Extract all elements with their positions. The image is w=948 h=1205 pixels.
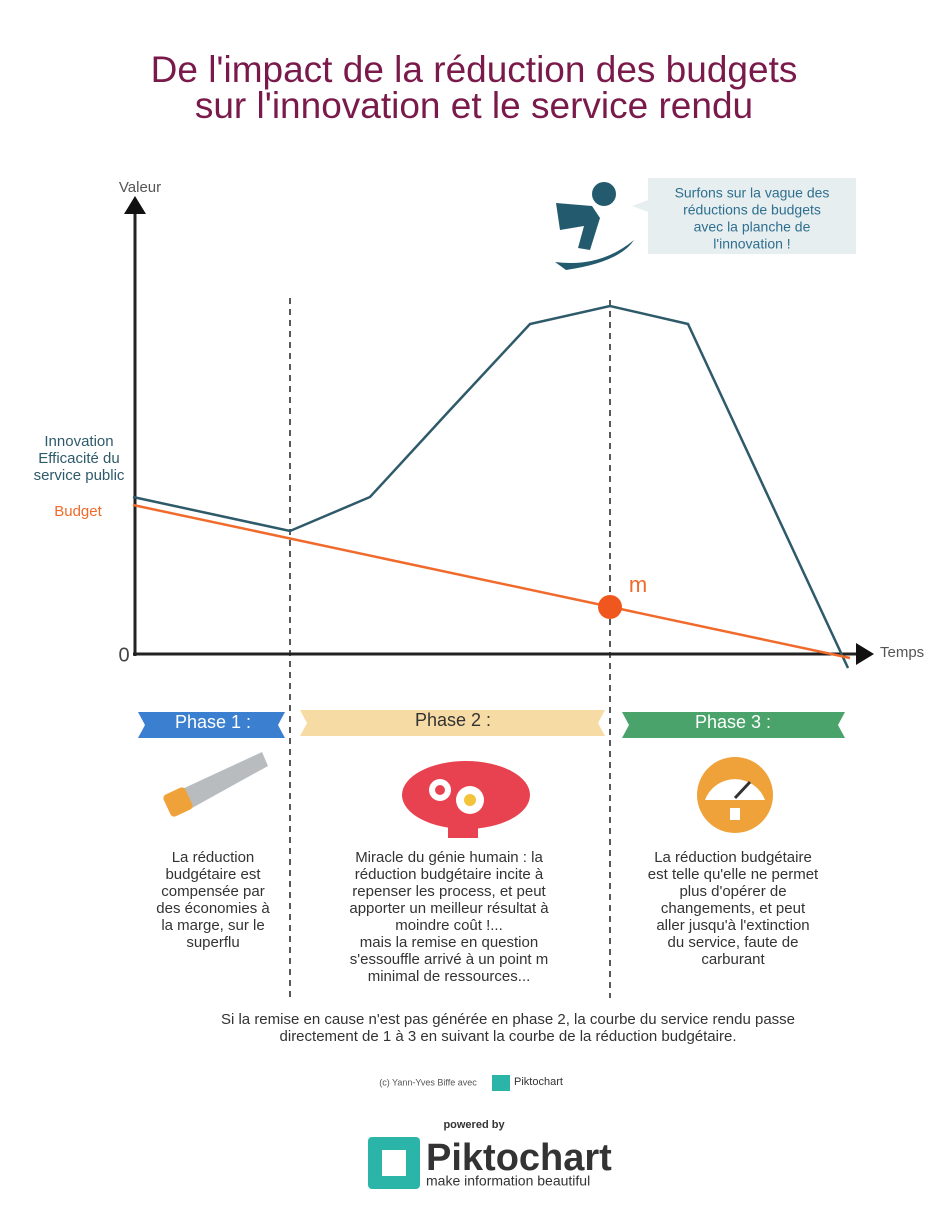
logo-mark	[492, 1075, 510, 1091]
budget-label: Budget	[54, 503, 102, 520]
brand: Piktochart	[426, 1137, 612, 1179]
callout-box	[648, 178, 856, 254]
phase-text: minimal de ressources...	[368, 968, 531, 985]
phase-text: compensée par	[161, 883, 264, 900]
innovation-label: Efficacité du	[38, 450, 119, 467]
point-label: m	[629, 572, 647, 597]
innovation-curve	[132, 304, 850, 669]
phase-text: budgétaire est	[165, 866, 261, 883]
phase-text: du service, faute de	[668, 934, 799, 951]
tagline: make information beautiful	[426, 1173, 590, 1189]
origin-label: 0	[118, 644, 129, 666]
phase-text: La réduction	[172, 849, 255, 866]
phase-text: aller jusqu'à l'extinction	[656, 917, 809, 934]
phase-text: carburant	[701, 951, 765, 968]
phase-title: Phase 1 :	[175, 712, 251, 732]
phase-text: repenser les process, et peut	[352, 883, 546, 900]
phase-text: moindre coût !...	[395, 917, 503, 934]
logo-mark	[368, 1137, 420, 1189]
phase-text: apporter un meilleur résultat à	[349, 900, 549, 917]
phase-text: changements, et peut	[661, 900, 806, 917]
innovation-label: Innovation	[44, 433, 113, 450]
callout-text: avec la planche de	[694, 219, 811, 235]
phase-text: superflu	[186, 934, 239, 951]
saw-icon	[163, 752, 268, 817]
phase-text: la marge, sur le	[161, 917, 264, 934]
phase-text: est telle qu'elle ne permet	[648, 866, 819, 883]
innovation-label: service public	[34, 467, 125, 484]
axis-label: Valeur	[119, 179, 161, 196]
callout-text: l'innovation !	[713, 236, 790, 252]
surfer-icon	[555, 182, 634, 270]
phase-text: mais la remise en question	[360, 934, 538, 951]
note-line: directement de 1 à 3 en suivant la courb…	[280, 1028, 737, 1045]
phase-banner	[138, 710, 845, 738]
title-line: sur l'innovation et le service rendu	[195, 85, 753, 126]
callout-tail	[632, 200, 648, 212]
phase-text: Miracle du génie humain : la	[355, 849, 543, 866]
phase-text: s'essouffle arrivé à un point m	[350, 951, 549, 968]
title-line: De l'impact de la réduction des budgets	[151, 49, 798, 90]
note-line: Si la remise en cause n'est pas générée …	[221, 1011, 795, 1028]
point-m	[598, 595, 622, 619]
gauge-icon	[697, 757, 773, 833]
brain-icon	[402, 761, 530, 838]
credit: (c) Yann-Yves Biffe avec	[379, 1077, 477, 1087]
y-arrow	[124, 196, 146, 214]
axis-label: Temps	[880, 644, 924, 661]
phase-text: des économies à	[156, 900, 270, 917]
phase-title: Phase 2 :	[415, 710, 491, 730]
phase-text: La réduction budgétaire	[654, 849, 812, 866]
credit-logo: Piktochart	[514, 1076, 563, 1088]
phase-text: réduction budgétaire incite à	[355, 866, 544, 883]
budget-line	[132, 503, 851, 660]
phase-text: plus d'opérer de	[679, 883, 786, 900]
callout-text: réductions de budgets	[683, 202, 821, 218]
powered-by: powered by	[443, 1119, 505, 1131]
phase-title: Phase 3 :	[695, 712, 771, 732]
callout-text: Surfons sur la vague des	[675, 185, 830, 201]
x-arrow	[856, 643, 874, 665]
